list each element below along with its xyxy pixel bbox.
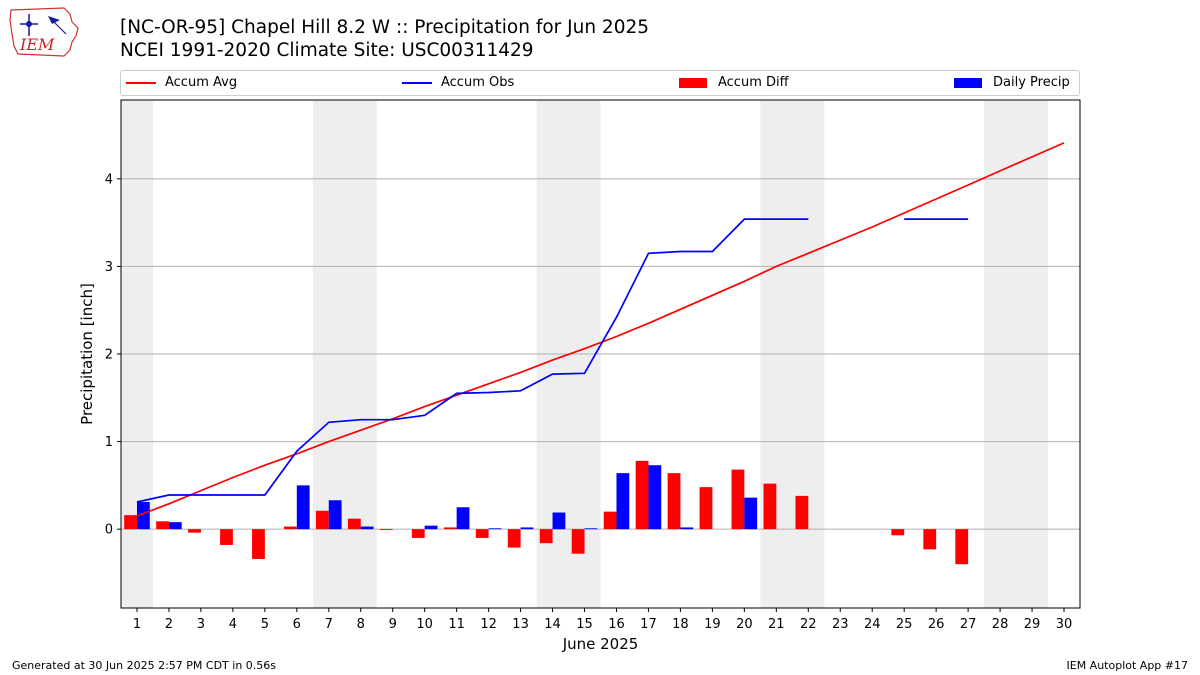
x-tick-label-13: 13	[512, 617, 529, 632]
legend: Accum Avg Accum Obs Accum Diff Daily Pre…	[120, 70, 1080, 96]
daily-precip-bar-day-17	[648, 465, 662, 530]
accum-diff-bar-day-5	[252, 529, 265, 559]
legend-swatch-accum-obs	[402, 82, 432, 84]
x-tick-label-21: 21	[768, 617, 785, 632]
daily-precip-bar-day-20	[744, 497, 758, 530]
legend-label-accum-obs: Accum Obs	[441, 75, 515, 90]
accum-diff-bar-day-17	[635, 460, 649, 530]
x-tick-label-15: 15	[576, 617, 593, 632]
daily-precip-bar-day-18	[680, 527, 694, 530]
x-tick-label-30: 30	[1056, 617, 1073, 632]
daily-precip-bar-day-10	[424, 525, 438, 530]
legend-label-accum-diff: Accum Diff	[718, 75, 789, 90]
x-tick-label-16: 16	[608, 617, 625, 632]
chart-title: [NC-OR-95] Chapel Hill 8.2 W :: Precipit…	[120, 17, 650, 38]
x-tick-label-11: 11	[448, 617, 465, 632]
y-tick-label-4: 4	[105, 172, 113, 187]
x-tick-label-8: 8	[357, 617, 365, 632]
daily-precip-bar-day-16	[616, 473, 630, 530]
legend-swatch-accum-diff	[679, 78, 707, 88]
x-tick-label-10: 10	[416, 617, 433, 632]
accum-diff-bar-day-12	[475, 529, 489, 538]
x-tick-label-23: 23	[832, 617, 849, 632]
footer-generated: Generated at 30 Jun 2025 2:57 PM CDT in …	[12, 659, 277, 672]
legend-swatch-accum-avg	[126, 82, 156, 84]
accum-diff-bar-day-13	[507, 529, 521, 548]
accum-diff-bar-day-10	[411, 529, 425, 538]
accum-diff-bar-day-26	[923, 529, 937, 550]
legend-label-daily-precip: Daily Precip	[993, 75, 1070, 90]
daily-precip-bar-day-7	[328, 500, 342, 530]
daily-precip-bar-day-6	[296, 485, 310, 530]
accum-diff-bar-day-9	[379, 529, 393, 531]
y-tick-label-0: 0	[105, 523, 113, 538]
daily-precip-bar-day-12	[488, 528, 502, 530]
x-tick-label-9: 9	[389, 617, 397, 632]
x-tick-label-17: 17	[640, 617, 657, 632]
accum-diff-bar-day-4	[220, 529, 233, 545]
legend-label-accum-avg: Accum Avg	[165, 75, 238, 90]
accum-diff-bar-day-7	[315, 510, 329, 530]
x-tick-label-26: 26	[928, 617, 945, 632]
accum-diff-bar-day-1	[124, 515, 137, 530]
footer-app: IEM Autoplot App #17	[1066, 659, 1189, 672]
accum-diff-bar-day-22	[795, 495, 809, 530]
accum-diff-bar-day-27	[955, 529, 969, 565]
x-tick-label-5: 5	[261, 617, 269, 632]
accum-diff-bar-day-15	[571, 529, 585, 554]
x-tick-label-12: 12	[480, 617, 497, 632]
logo-text: IEM	[19, 35, 55, 54]
x-tick-label-20: 20	[736, 617, 753, 632]
daily-precip-bar-day-1	[136, 502, 150, 530]
chart-subtitle: NCEI 1991-2020 Climate Site: USC00311429	[120, 40, 534, 61]
accum-diff-bar-day-3	[188, 529, 201, 533]
daily-precip-bar-day-2	[168, 522, 182, 530]
accum-diff-bar-day-14	[539, 529, 553, 544]
x-tick-label-1: 1	[133, 617, 141, 632]
x-tick-label-4: 4	[229, 617, 237, 632]
accum-avg-line-0	[136, 142, 1065, 517]
y-tick-label-2: 2	[105, 348, 113, 363]
x-tick-label-19: 19	[704, 617, 721, 632]
daily-precip-bar-day-11	[456, 507, 470, 530]
y-tick-label-1: 1	[105, 435, 113, 450]
daily-precip-bar-day-14	[552, 512, 566, 530]
daily-precip-bar-day-8	[360, 526, 374, 530]
iowa-state-outline	[9, 7, 79, 57]
accum-diff-bar-day-19	[699, 487, 713, 530]
x-tick-label-7: 7	[325, 617, 333, 632]
x-tick-label-3: 3	[197, 617, 205, 632]
accum-obs-line-0	[136, 218, 809, 503]
accum-diff-bar-day-8	[347, 518, 361, 530]
accum-diff-bar-day-21	[763, 483, 777, 530]
accum-diff-bar-day-16	[603, 511, 617, 530]
accum-diff-bar-day-11	[443, 527, 457, 530]
daily-precip-bar-day-15	[584, 528, 598, 530]
x-tick-label-22: 22	[800, 617, 817, 632]
y-axis-label: Precipitation [inch]	[78, 283, 96, 425]
x-tick-label-28: 28	[992, 617, 1009, 632]
x-tick-label-2: 2	[165, 617, 173, 632]
y-tick-label-3: 3	[105, 260, 113, 275]
accum-diff-bar-day-2	[156, 521, 169, 530]
accum-diff-bar-day-20	[731, 469, 745, 530]
iem-logo: IEM	[9, 7, 79, 57]
x-axis-label: June 2025	[562, 635, 639, 653]
x-tick-label-24: 24	[864, 617, 881, 632]
x-tick-label-18: 18	[672, 617, 689, 632]
x-tick-label-6: 6	[293, 617, 301, 632]
legend-swatch-daily-precip	[954, 78, 982, 88]
x-tick-label-25: 25	[896, 617, 913, 632]
x-tick-label-14: 14	[544, 617, 561, 632]
accum-diff-bar-day-25	[891, 529, 905, 536]
x-tick-label-29: 29	[1024, 617, 1041, 632]
accum-diff-bar-day-18	[667, 473, 681, 530]
daily-precip-bar-day-13	[520, 527, 534, 530]
accum-diff-bar-day-6	[284, 526, 297, 530]
x-tick-label-27: 27	[960, 617, 977, 632]
